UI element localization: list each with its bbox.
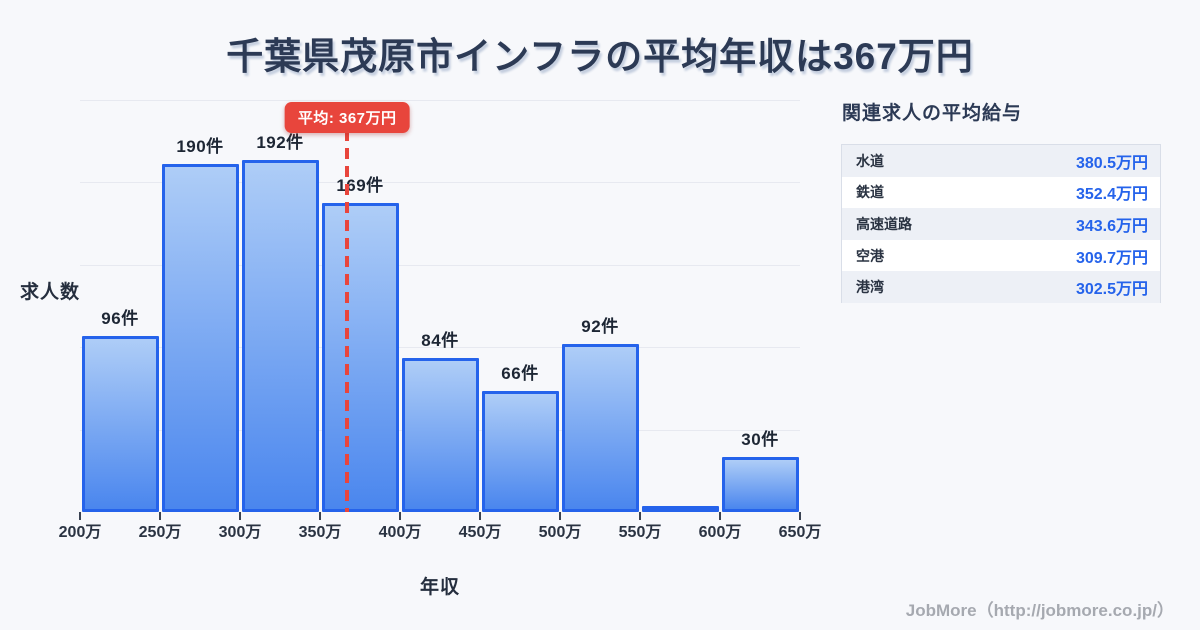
bar-label: 30件 <box>741 430 779 450</box>
bar <box>721 457 799 512</box>
footer-credit: JobMore（http://jobmore.co.jp/） <box>905 601 1174 620</box>
x-tick <box>559 512 561 520</box>
x-tick-label: 350万 <box>298 524 342 541</box>
bar <box>641 506 719 512</box>
x-tick-label: 250万 <box>138 524 182 541</box>
x-tick <box>159 512 161 520</box>
salary-row: 鉄道 352.4万円 <box>842 176 1160 209</box>
average-line <box>345 130 350 512</box>
salary-category-label: 空港 <box>856 247 884 264</box>
bar <box>161 164 239 512</box>
y-axis-title: 求人数 <box>20 282 81 303</box>
x-tick-label: 450万 <box>458 524 502 541</box>
bar <box>81 336 159 512</box>
x-tick-label: 550万 <box>618 524 662 541</box>
bar <box>241 160 319 512</box>
salary-category-label: 港湾 <box>856 279 884 296</box>
salary-value: 309.7万円 <box>1075 249 1148 267</box>
salary-value: 352.4万円 <box>1075 186 1148 204</box>
salary-value: 343.6万円 <box>1075 217 1148 235</box>
bar-label: 92件 <box>581 316 619 336</box>
salary-row: 空港 309.7万円 <box>842 239 1160 272</box>
x-tick <box>319 512 321 520</box>
bar-label: 96件 <box>101 309 139 329</box>
bar <box>561 343 639 512</box>
salary-row: 高速道路 343.6万円 <box>842 208 1160 240</box>
salary-category-label: 高速道路 <box>856 215 912 232</box>
plot-area: 96件 190件 192件 169件 84件 66件 92件 30件 200万 250万 300万… <box>59 100 821 541</box>
x-tick-label: 300万 <box>218 524 262 541</box>
x-tick <box>399 512 401 520</box>
salary-row: 港湾 302.5万円 <box>842 271 1160 303</box>
x-tick <box>239 512 241 520</box>
salary-value: 302.5万円 <box>1075 281 1148 299</box>
salary-category-label: 水道 <box>856 152 884 169</box>
bar <box>481 391 559 512</box>
gridline <box>80 182 800 184</box>
gridline <box>80 347 800 349</box>
x-tick-label: 500万 <box>538 524 582 541</box>
panel-heading: 関連求人の平均給与 <box>842 103 1023 124</box>
x-tick-label: 650万 <box>778 524 822 541</box>
x-axis-title: 年収 <box>419 577 460 598</box>
x-tick <box>799 512 801 520</box>
bar-label: 84件 <box>421 331 459 351</box>
bar <box>321 202 399 512</box>
gridline <box>80 100 800 101</box>
chart-title: 千葉県茂原市インフラの平均年収は367万円 <box>226 36 974 77</box>
salary-category-label: 鉄道 <box>856 184 884 201</box>
salary-row: 水道 380.5万円 <box>842 145 1160 177</box>
x-tick <box>719 512 721 520</box>
x-tick-label: 200万 <box>58 524 102 541</box>
bar <box>401 358 479 512</box>
x-tick-label: 400万 <box>378 524 422 541</box>
bar-label: 192件 <box>256 133 304 153</box>
average-badge: 平均: 367万円 <box>284 102 410 133</box>
bar-label: 66件 <box>501 364 539 384</box>
salary-value: 380.5万円 <box>1075 154 1148 172</box>
salary-list: 水道 380.5万円鉄道 352.4万円高速道路 343.6万円空港 309.7万円港湾… <box>841 144 1161 303</box>
bar-label: 190件 <box>176 137 224 157</box>
x-tick <box>479 512 481 520</box>
gridline <box>80 264 800 266</box>
x-tick <box>79 512 81 520</box>
bar-label: 169件 <box>336 175 384 195</box>
x-tick-label: 600万 <box>698 524 742 541</box>
x-tick <box>639 512 641 520</box>
